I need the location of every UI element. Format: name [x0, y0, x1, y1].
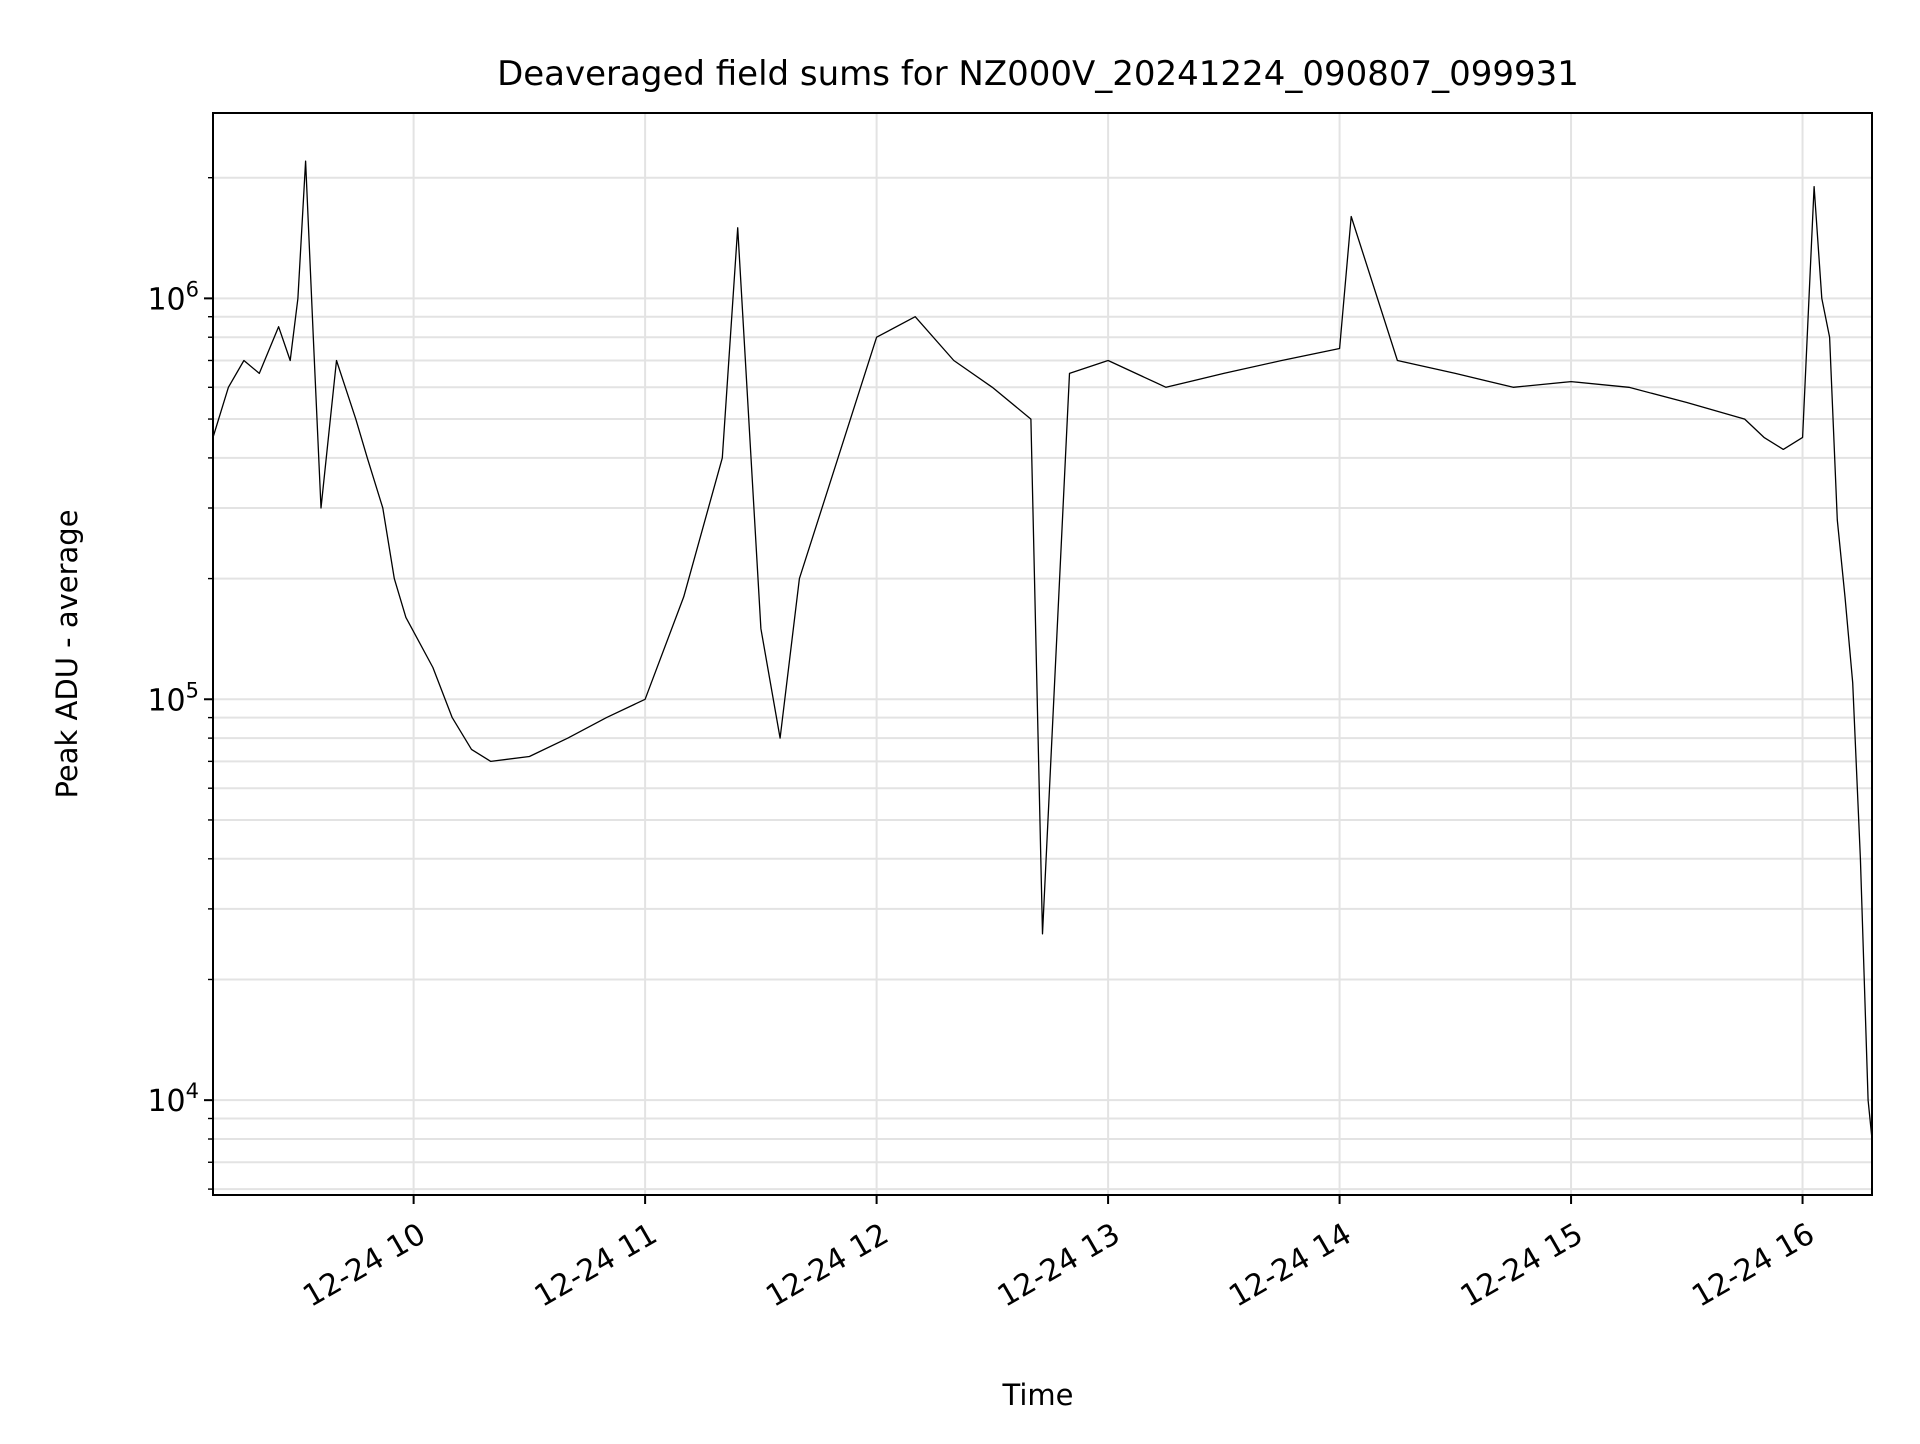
grid-layer: [213, 113, 1872, 1195]
chart-title: Deaveraged field sums for NZ000V_2024122…: [497, 54, 1579, 94]
y-axis-label: Peak ADU - average: [50, 509, 84, 798]
series-line-0: [212, 160, 1873, 1140]
data-layer: [212, 160, 1873, 1140]
y-tick-label: 104: [147, 1079, 199, 1119]
plot-frame: [212, 112, 1873, 1196]
y-tick-label: 105: [147, 678, 199, 718]
x-axis-label: Time: [1002, 1378, 1074, 1412]
y-tick-label: 106: [147, 277, 199, 317]
